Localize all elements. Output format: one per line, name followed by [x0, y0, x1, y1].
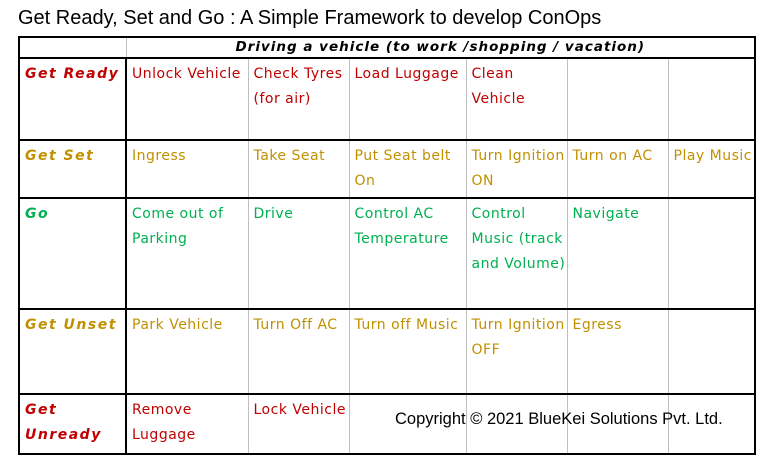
step-cell: Check Tyres (for air): [247, 57, 350, 141]
step-cell: [667, 57, 757, 141]
step-cell: Unlock Vehicle: [125, 57, 249, 141]
step-cell: Park Vehicle: [125, 308, 249, 395]
phase-label: Get Set: [18, 139, 127, 199]
step-cell: Take Seat: [247, 139, 350, 199]
header-row: Driving a vehicle (to work /shopping / v…: [18, 36, 757, 59]
header-blank-cell: [18, 36, 127, 59]
phase-row: Get Set Ingress Take Seat Put Seat belt On T…: [18, 139, 757, 199]
phase-label: Get Unset: [18, 308, 127, 395]
phase-label: Go: [18, 197, 127, 310]
phase-row: Get Ready Unlock Vehicle Check Tyres (for …: [18, 57, 757, 141]
step-cell: Turn Ignition OFF: [465, 308, 568, 395]
phase-label: Get Ready: [18, 57, 127, 141]
copyright-notice: Copyright © 2021 BlueKei Solutions Pvt. …: [395, 410, 723, 428]
step-cell: Turn Off AC: [247, 308, 350, 395]
step-cell: [566, 57, 669, 141]
step-cell: Turn off Music: [348, 308, 467, 395]
step-cell: Turn Ignition ON: [465, 139, 568, 199]
step-cell: Ingress: [125, 139, 249, 199]
step-cell: [667, 197, 757, 310]
phase-row: Get Unset Park Vehicle Turn Off AC Turn off…: [18, 308, 757, 395]
step-cell: Control AC Temperature: [348, 197, 467, 310]
step-cell: Put Seat belt On: [348, 139, 467, 199]
step-cell: Control Music (track and Volume): [465, 197, 568, 310]
step-cell: Play Music: [667, 139, 757, 199]
step-cell: Clean Vehicle: [465, 57, 568, 141]
page-title: Get Ready, Set and Go : A Simple Framewo…: [18, 7, 602, 29]
step-cell: Come out of Parking: [125, 197, 249, 310]
phase-row: Go Come out of Parking Drive Control AC Tem…: [18, 197, 757, 310]
step-cell: Drive: [247, 197, 350, 310]
step-cell: Load Luggage: [348, 57, 467, 141]
step-cell: Remove Luggage: [125, 393, 249, 455]
step-cell: Egress: [566, 308, 669, 395]
step-cell: [667, 308, 757, 395]
table-header-title: Driving a vehicle (to work /shopping / v…: [125, 36, 757, 59]
phase-label: Get Unready: [18, 393, 127, 455]
step-cell: Navigate: [566, 197, 669, 310]
step-cell: Lock Vehicle: [247, 393, 350, 455]
step-cell: Turn on AC: [566, 139, 669, 199]
conops-table: Driving a vehicle (to work /shopping / v…: [18, 36, 757, 455]
